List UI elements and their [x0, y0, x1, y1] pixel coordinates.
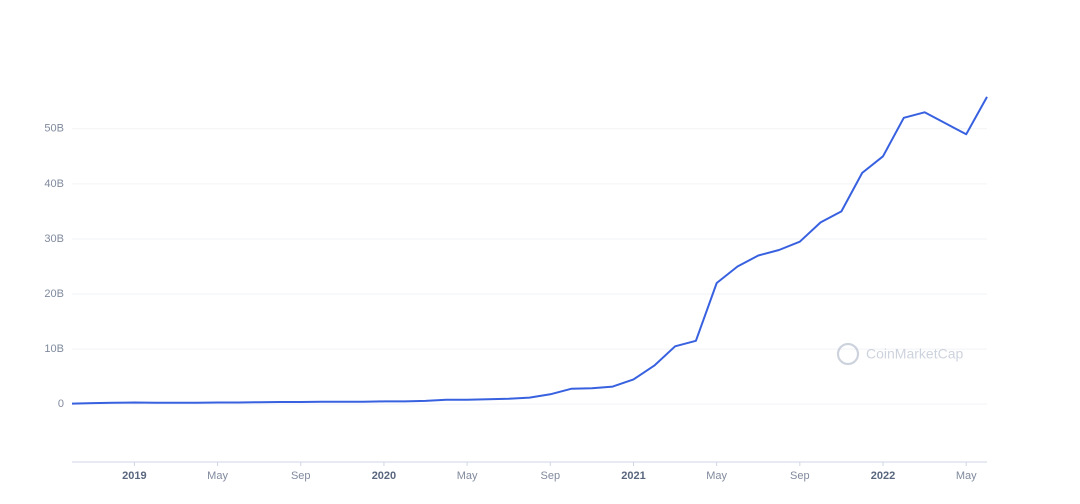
y-tick-label: 20B [44, 288, 64, 300]
x-tick-label: 2022 [871, 470, 895, 482]
y-tick-label: 0 [58, 398, 64, 410]
x-tick-label: May [706, 470, 727, 482]
x-tick-label: Sep [541, 470, 561, 482]
x-tick-label: May [956, 470, 977, 482]
line-series [71, 96, 988, 405]
y-tick-label: 40B [44, 178, 64, 190]
plot: 0 10B 20B 30B 40B 50B 2019 May Sep 2020 May Sep 2021… [44, 96, 988, 482]
x-tick-label: May [457, 470, 478, 482]
watermark-text: CoinMarketCap [866, 346, 963, 362]
y-tick-label: 50B [44, 123, 64, 135]
y-tick-label: 10B [44, 343, 64, 355]
watermark: CoinMarketCap [836, 342, 963, 366]
x-tick-label: 2019 [122, 470, 146, 482]
x-tick-label: Sep [790, 470, 810, 482]
y-tick-label: 30B [44, 233, 64, 245]
watermark-logo [836, 342, 860, 366]
x-tick-label: Sep [291, 470, 311, 482]
x-tick-label: 2020 [372, 470, 396, 482]
x-tick-label: May [207, 470, 228, 482]
x-tick-label: 2021 [621, 470, 645, 482]
